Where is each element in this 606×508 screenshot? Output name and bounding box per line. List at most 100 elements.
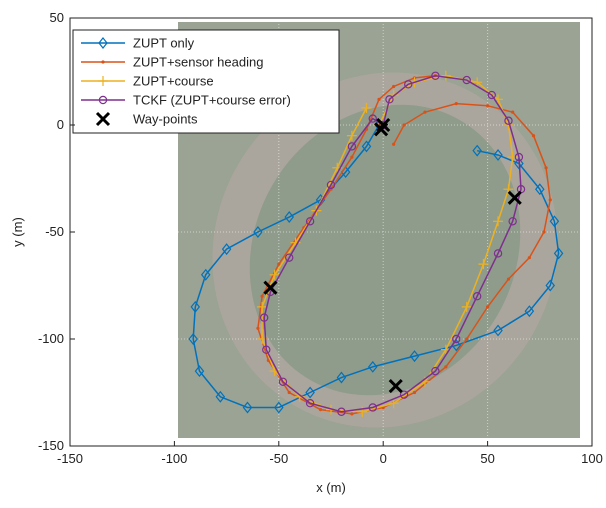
marker	[277, 262, 281, 266]
y-tick-label: 0	[57, 117, 64, 132]
y-axis-label: y (m)	[10, 217, 25, 247]
marker	[507, 190, 522, 205]
marker	[486, 104, 490, 108]
marker	[285, 253, 294, 262]
marker	[404, 80, 413, 89]
marker	[524, 305, 535, 318]
marker	[259, 313, 269, 322]
series-line	[263, 75, 522, 413]
marker	[542, 230, 546, 234]
marker	[253, 226, 263, 238]
marker	[263, 280, 278, 295]
marker	[511, 110, 515, 114]
x-tick-label: 100	[581, 451, 603, 466]
marker	[367, 360, 378, 373]
marker	[527, 256, 531, 260]
marker	[465, 337, 469, 341]
marker	[392, 142, 396, 146]
x-axis-label: x (m)	[316, 480, 346, 495]
legend-label: TCKF (ZUPT+course error)	[133, 93, 291, 108]
marker	[549, 215, 560, 228]
marker	[200, 268, 211, 281]
marker	[392, 84, 396, 89]
marker	[508, 217, 517, 226]
x-tick-label: 50	[480, 451, 494, 466]
marker	[431, 71, 440, 80]
marker	[431, 366, 440, 376]
marker	[514, 152, 524, 162]
marker	[262, 345, 271, 354]
marker	[461, 301, 472, 312]
marker	[478, 259, 489, 270]
x-tick-label: -150	[57, 451, 83, 466]
field	[249, 104, 521, 396]
marker	[215, 390, 226, 403]
marker	[412, 390, 417, 395]
marker	[269, 269, 280, 280]
marker	[423, 110, 427, 114]
marker	[545, 279, 556, 292]
x-tick-label: -50	[269, 451, 288, 466]
marker	[544, 166, 548, 170]
marker	[487, 90, 496, 100]
marker	[377, 97, 381, 101]
x-tick-label: -100	[161, 451, 187, 466]
y-tick-label: -150	[38, 438, 64, 453]
marker	[337, 407, 346, 416]
marker	[504, 116, 513, 125]
marker	[194, 365, 205, 378]
marker	[472, 144, 482, 157]
x-tick-label: 0	[380, 451, 387, 466]
marker	[368, 403, 377, 412]
marker	[242, 401, 253, 414]
marker	[256, 326, 260, 330]
marker	[188, 333, 198, 345]
marker	[553, 247, 564, 260]
marker	[326, 180, 336, 190]
legend-label: ZUPT+course	[133, 74, 214, 89]
marker	[368, 114, 377, 123]
marker	[388, 379, 403, 394]
marker	[444, 365, 448, 369]
marker	[98, 37, 108, 49]
marker	[221, 243, 232, 256]
marker	[402, 123, 406, 127]
series-line	[192, 124, 560, 409]
marker	[98, 76, 108, 86]
marker	[493, 216, 504, 227]
marker	[507, 152, 518, 163]
marker	[350, 155, 354, 159]
marker	[336, 371, 347, 384]
marker	[266, 358, 270, 362]
marker	[506, 277, 511, 281]
marker	[95, 111, 111, 127]
marker	[305, 386, 315, 399]
marker	[454, 102, 458, 106]
y-tick-label: -100	[38, 331, 64, 346]
marker	[318, 408, 323, 412]
marker	[274, 401, 284, 414]
marker	[374, 122, 389, 137]
marker	[399, 390, 409, 399]
marker	[493, 324, 503, 337]
marker	[531, 134, 536, 138]
legend-label: ZUPT only	[133, 36, 195, 51]
marker	[278, 377, 288, 386]
marker	[462, 75, 471, 85]
marker	[388, 398, 399, 409]
marker	[257, 301, 268, 312]
marker	[548, 198, 552, 202]
marker	[361, 140, 372, 153]
marker	[535, 183, 545, 196]
marker	[98, 95, 108, 105]
marker	[472, 292, 482, 301]
marker	[347, 142, 357, 151]
marker	[440, 70, 451, 81]
marker	[101, 60, 105, 64]
legend-label: ZUPT+sensor heading	[133, 55, 263, 70]
marker	[305, 217, 315, 226]
marker	[493, 249, 503, 258]
marker	[385, 95, 394, 104]
marker	[284, 211, 295, 223]
